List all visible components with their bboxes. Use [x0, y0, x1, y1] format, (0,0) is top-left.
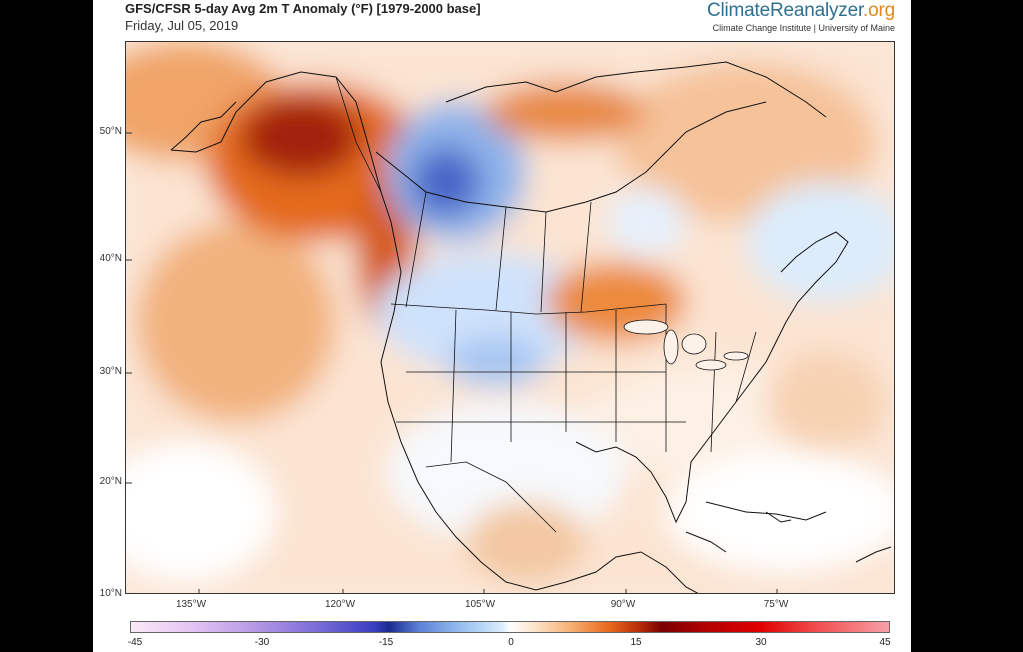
colorbar-tick: -45 [127, 637, 143, 648]
lat-label-50n: 50°N [99, 126, 122, 137]
brand-name: ClimateReanalyzer [706, 0, 864, 21]
map-date: Friday, Jul 05, 2019 [125, 18, 239, 33]
colorbar [130, 621, 890, 633]
colorbar-tick: 15 [630, 637, 642, 648]
brand-logo[interactable]: ClimateReanalyzer.org [707, 0, 895, 22]
lon-label-105w: 105°W [464, 599, 496, 610]
axis-ticks [126, 132, 778, 593]
lat-label-10n: 10°N [99, 588, 122, 599]
colorbar-tick: 30 [755, 637, 767, 648]
lat-label-40n: 40°N [99, 253, 122, 264]
lon-label-135w: 135°W [175, 599, 207, 610]
lat-label-20n: 20°N [99, 476, 122, 487]
map-graphic [126, 42, 894, 593]
borders [335, 76, 757, 533]
colorbar-tick: -30 [254, 637, 270, 648]
colorbar-tick: 45 [879, 637, 891, 648]
lon-label-75w: 75°W [763, 599, 789, 610]
lon-label-120w: 120°W [324, 599, 356, 610]
brand-tld: .org [863, 0, 895, 21]
coastlines [170, 61, 892, 593]
anomaly-map [125, 41, 895, 594]
map-title: GFS/CFSR 5-day Avg 2m T Anomaly (°F) [19… [125, 1, 481, 16]
lat-label-30n: 30°N [99, 366, 122, 377]
colorbar-tick: 0 [508, 637, 514, 648]
colorbar-tick: -15 [378, 637, 394, 648]
great-lakes [623, 319, 749, 371]
lon-label-90w: 90°W [610, 599, 636, 610]
brand-subtitle: Climate Change Institute | University of… [712, 23, 895, 33]
anomaly-field [126, 42, 894, 593]
figure-panel: GFS/CFSR 5-day Avg 2m T Anomaly (°F) [19… [93, 0, 911, 652]
